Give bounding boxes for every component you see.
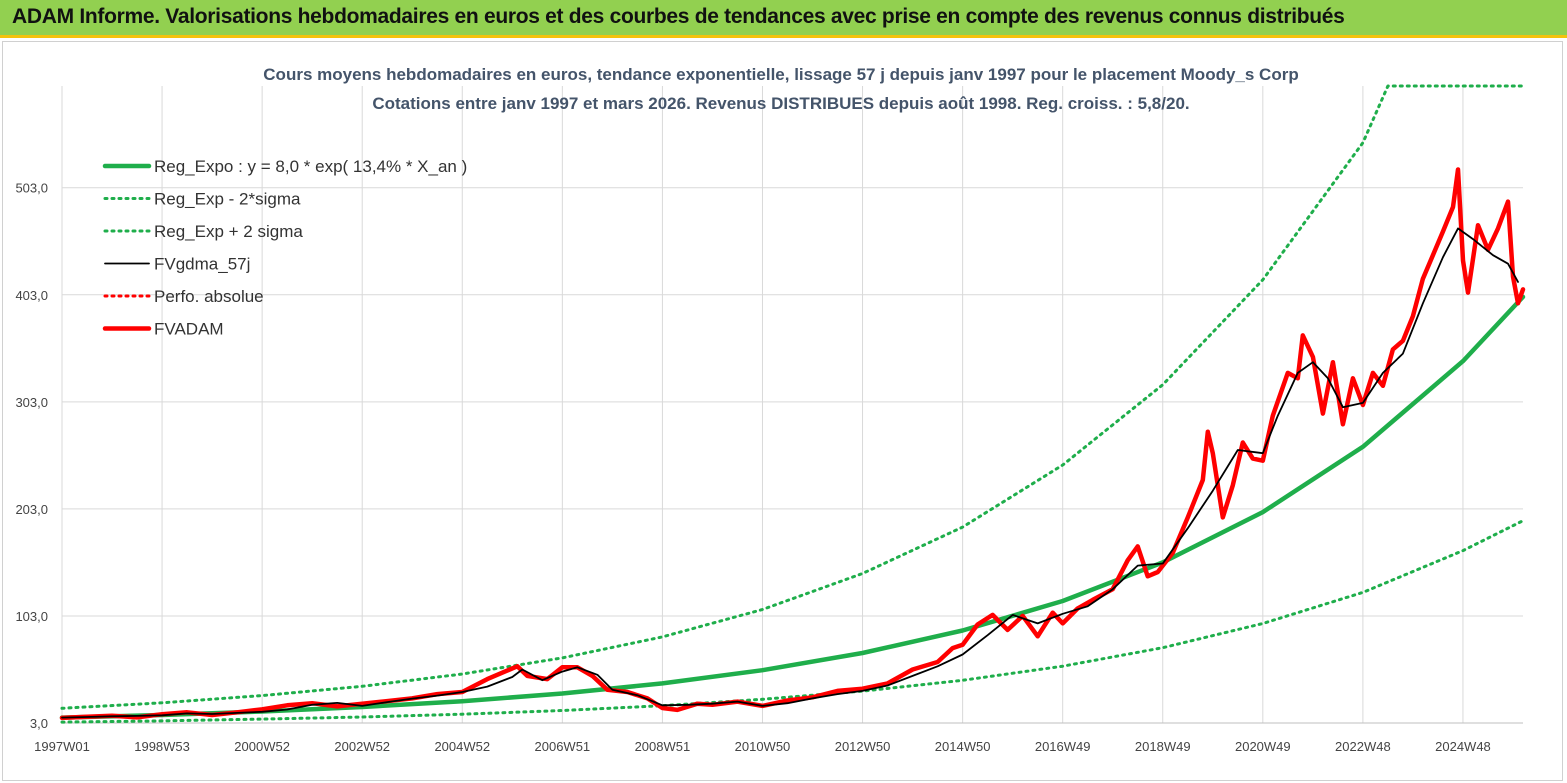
report-title: ADAM Informe. Valorisations hebdomadaire… bbox=[12, 5, 1345, 28]
legend-entry: Reg_Exp - 2*sigma bbox=[154, 190, 301, 209]
series-line-1 bbox=[60, 519, 1525, 724]
y-tick-label: 303,0 bbox=[15, 395, 48, 410]
y-tick-label: 203,0 bbox=[15, 502, 48, 517]
x-tick-label: 2002W52 bbox=[334, 739, 390, 754]
series-line-3 bbox=[61, 227, 1519, 719]
x-tick-label: 2014W50 bbox=[935, 739, 991, 754]
x-tick-label: 2006W51 bbox=[535, 739, 591, 754]
chart-title-line-2: Cotations entre janv 1997 et mars 2026. … bbox=[372, 94, 1189, 113]
y-tick-label: 503,0 bbox=[15, 181, 48, 196]
x-tick-label: 2024W48 bbox=[1435, 739, 1491, 754]
chart-frame: Cours moyens hebdomadaires en euros, ten… bbox=[2, 41, 1563, 781]
series-lines bbox=[59, 84, 1526, 724]
y-tick-label: 403,0 bbox=[15, 288, 48, 303]
legend: Reg_Expo : y = 8,0 * exp( 13,4% * X_an )… bbox=[102, 157, 467, 339]
legend-entry: Perfo. absolue bbox=[154, 287, 264, 306]
series-line-0 bbox=[59, 294, 1526, 720]
x-tick-label: 2020W49 bbox=[1235, 739, 1291, 754]
x-tick-label: 2022W48 bbox=[1335, 739, 1391, 754]
x-tick-label: 2004W52 bbox=[434, 739, 490, 754]
x-tick-label: 2010W50 bbox=[735, 739, 791, 754]
legend-entry: FVgdma_57j bbox=[154, 255, 250, 274]
series-line-2 bbox=[60, 84, 1525, 710]
y-axis-ticks: 3,0 103,0 203,0 303,0 403,0 503,0 bbox=[15, 181, 48, 731]
x-axis-ticks: 1997W01 1998W53 2000W52 2002W52 2004W52 2006W… bbox=[34, 739, 1491, 754]
x-tick-label: 2016W49 bbox=[1035, 739, 1091, 754]
legend-entry: Reg_Exp + 2 sigma bbox=[154, 222, 303, 241]
x-tick-label: 1997W01 bbox=[34, 739, 90, 754]
line-chart: Cours moyens hebdomadaires en euros, ten… bbox=[15, 65, 1526, 754]
gridlines bbox=[61, 86, 1523, 724]
legend-entry: Reg_Expo : y = 8,0 * exp( 13,4% * X_an ) bbox=[154, 157, 467, 176]
y-tick-label: 103,0 bbox=[15, 609, 48, 624]
x-tick-label: 2018W49 bbox=[1135, 739, 1191, 754]
report-banner: ADAM Informe. Valorisations hebdomadaire… bbox=[0, 0, 1567, 38]
x-tick-label: 2008W51 bbox=[635, 739, 691, 754]
chart-title-line-1: Cours moyens hebdomadaires en euros, ten… bbox=[263, 65, 1298, 84]
y-tick-label: 3,0 bbox=[30, 716, 48, 731]
x-tick-label: 2000W52 bbox=[234, 739, 290, 754]
x-tick-label: 2012W50 bbox=[835, 739, 891, 754]
series-line-5 bbox=[59, 167, 1526, 721]
x-tick-label: 1998W53 bbox=[134, 739, 190, 754]
legend-entry: FVADAM bbox=[154, 320, 224, 339]
